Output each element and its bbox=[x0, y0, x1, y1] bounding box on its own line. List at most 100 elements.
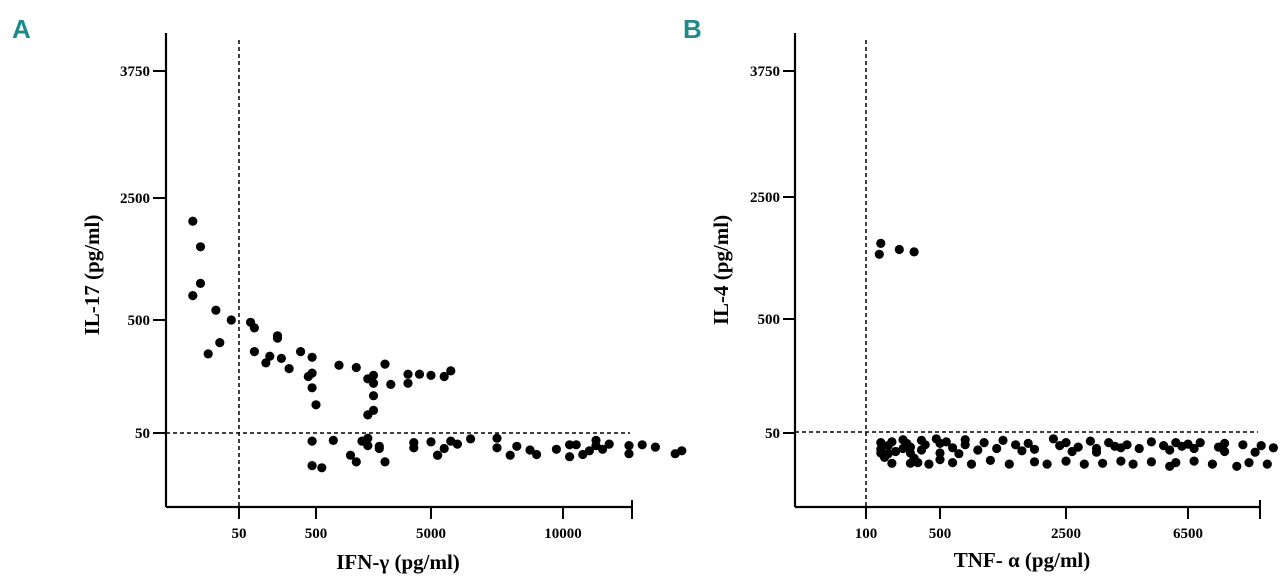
scatter-point bbox=[426, 370, 436, 380]
scatter-point bbox=[1220, 438, 1230, 448]
scatter-point bbox=[525, 445, 535, 455]
scatter-point bbox=[368, 370, 379, 380]
data-points-a bbox=[188, 216, 687, 473]
scatter-point bbox=[1029, 444, 1040, 454]
scatter-point bbox=[307, 383, 317, 393]
scatter-point bbox=[874, 249, 884, 259]
scatter-point bbox=[215, 338, 225, 348]
scatter-point bbox=[960, 440, 970, 450]
scatter-point bbox=[307, 461, 317, 471]
scatter-point bbox=[935, 448, 945, 458]
scatter-point bbox=[985, 455, 996, 465]
scatter-point bbox=[1262, 459, 1272, 469]
y-tick-label-b-500: 500 bbox=[758, 312, 781, 328]
scatter-point bbox=[345, 450, 356, 460]
scatter-point bbox=[624, 449, 634, 459]
scatter-point bbox=[303, 371, 313, 382]
x-tick-label-b-500: 500 bbox=[929, 526, 952, 542]
scatter-point bbox=[439, 371, 449, 382]
scatter-point bbox=[1098, 458, 1108, 468]
y-tick-label-a-50: 50 bbox=[135, 426, 150, 442]
scatter-point bbox=[1268, 443, 1278, 453]
scatter-point bbox=[1011, 440, 1021, 450]
scatter-point bbox=[188, 291, 198, 301]
scatter-point bbox=[584, 446, 595, 456]
scatter-point bbox=[433, 450, 443, 460]
scatter-point bbox=[261, 358, 271, 368]
scatter-point bbox=[363, 433, 373, 443]
scatter-point bbox=[380, 457, 390, 467]
scatter-point bbox=[403, 369, 413, 379]
scatter-point bbox=[512, 441, 522, 451]
scatter-point bbox=[188, 216, 198, 226]
y-tick-label-b-50: 50 bbox=[765, 426, 780, 442]
scatter-point bbox=[973, 445, 983, 455]
scatter-point bbox=[505, 450, 515, 460]
scatter-point bbox=[1029, 457, 1040, 467]
scatter-point bbox=[226, 315, 236, 325]
scatter-point bbox=[1079, 459, 1089, 469]
scatter-point bbox=[551, 444, 562, 454]
scatter-point bbox=[1091, 447, 1102, 457]
scatter-point bbox=[249, 323, 259, 333]
scatter-point bbox=[954, 449, 964, 459]
scatter-point bbox=[1004, 459, 1014, 469]
scatter-point bbox=[894, 244, 904, 255]
scatter-point bbox=[426, 437, 436, 447]
scatter-point bbox=[992, 443, 1002, 454]
scatter-point bbox=[446, 366, 456, 376]
scatter-point bbox=[1244, 458, 1254, 468]
x-tick-label-b-6500: 6500 bbox=[1173, 526, 1203, 542]
scatter-point bbox=[414, 369, 425, 379]
scatter-point bbox=[1048, 434, 1058, 444]
data-points-b bbox=[874, 238, 1278, 471]
scatter-point bbox=[879, 452, 890, 462]
scatter-point bbox=[1134, 443, 1144, 454]
y-tick-label-a-500: 500 bbox=[128, 313, 151, 329]
scatter-point bbox=[1061, 456, 1071, 466]
scatter-point bbox=[891, 446, 901, 457]
x-tick-label-b-100: 100 bbox=[855, 526, 878, 542]
scatter-point bbox=[492, 433, 502, 443]
scatter-point bbox=[948, 443, 958, 453]
scatter-point bbox=[203, 349, 213, 359]
x-tick-label-a-500: 500 bbox=[305, 526, 328, 542]
panel-b-scatter-plot: B IL-4 (pg/ml) TNF- α (pg/ml) 3750 2500 … bbox=[683, 14, 1278, 572]
scatter-point bbox=[1189, 443, 1199, 454]
scatter-point bbox=[650, 442, 661, 452]
scatter-point bbox=[351, 362, 361, 373]
scatter-point bbox=[920, 440, 930, 450]
scatter-point bbox=[328, 435, 338, 445]
scatter-point bbox=[409, 443, 419, 453]
x-axis-title-a: IFN-γ (pg/ml) bbox=[336, 550, 460, 574]
scatter-point bbox=[571, 440, 581, 450]
scatter-point bbox=[1085, 436, 1095, 446]
scatter-point bbox=[1171, 458, 1181, 468]
scatter-point bbox=[452, 439, 462, 449]
scatter-point bbox=[1250, 447, 1260, 457]
scatter-point bbox=[1122, 440, 1132, 450]
scatter-point bbox=[1207, 459, 1217, 469]
scatter-point bbox=[492, 443, 502, 453]
scatter-point bbox=[351, 457, 361, 467]
scatter-point bbox=[307, 352, 317, 362]
scatter-point bbox=[591, 435, 601, 445]
scatter-point bbox=[876, 438, 886, 448]
scatter-point bbox=[1017, 446, 1027, 456]
y-axis-title-a: IL-17 (pg/ml) bbox=[80, 215, 104, 336]
scatter-point bbox=[565, 440, 575, 450]
scatter-point bbox=[386, 379, 396, 389]
scatter-point bbox=[276, 353, 286, 363]
scatter-point bbox=[466, 434, 476, 444]
scatter-point bbox=[1256, 441, 1266, 451]
scatter-point bbox=[368, 378, 379, 388]
scatter-point bbox=[1238, 440, 1248, 450]
scatter-point bbox=[637, 440, 647, 450]
scatter-point bbox=[966, 459, 977, 469]
scatter-point bbox=[374, 441, 384, 451]
scatter-point bbox=[1023, 438, 1033, 448]
scatter-point bbox=[1189, 456, 1199, 466]
scatter-point bbox=[876, 238, 886, 248]
scatter-point bbox=[598, 444, 608, 454]
scatter-point bbox=[532, 449, 542, 460]
